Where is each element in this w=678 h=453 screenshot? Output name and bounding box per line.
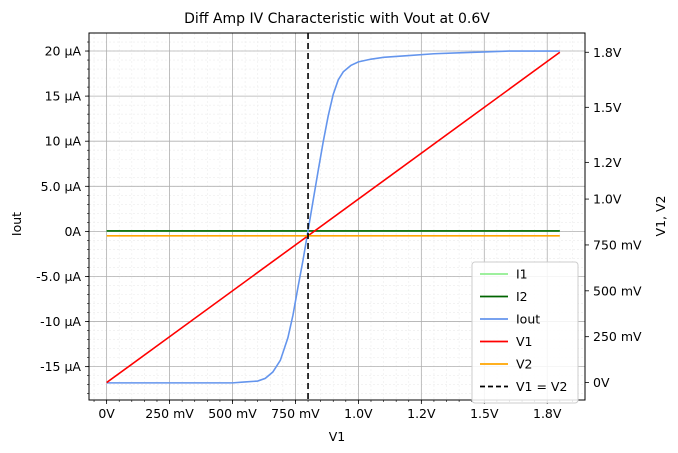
y-left-axis-label: Iout bbox=[9, 212, 24, 236]
x-tick-label: 1.0V bbox=[344, 406, 373, 421]
legend-label-i1: I1 bbox=[516, 267, 528, 282]
y-right-tick-label: 1.2V bbox=[593, 155, 622, 170]
legend-label-v1-v2: V1 = V2 bbox=[516, 379, 567, 394]
legend: I1 I2 Iout V1 V2 V1 = V2 bbox=[471, 261, 579, 404]
x-tick-label: 250 mV bbox=[145, 406, 194, 421]
x-tick-label: 1.5V bbox=[470, 406, 499, 421]
y-left-tick-label: 0A bbox=[64, 224, 81, 239]
y-right-axis-label: V1, V2 bbox=[653, 196, 668, 237]
x-tick-label: 1.8V bbox=[533, 406, 562, 421]
legend-label-iout: Iout bbox=[516, 312, 540, 327]
chart-title: Diff Amp IV Characteristic with Vout at … bbox=[184, 11, 490, 27]
x-axis: 0V 250 mV 500 mV 750 mV 1.0V 1.2V 1.5V 1.8V bbox=[93, 400, 573, 421]
y-right-tick-label: 1.0V bbox=[593, 192, 622, 207]
series-iout-line bbox=[106, 50, 560, 384]
x-tick-label: 750 mV bbox=[271, 406, 320, 421]
x-tick-label: 500 mV bbox=[208, 406, 257, 421]
legend-label-v1: V1 bbox=[516, 334, 533, 349]
x-axis-label: V1 bbox=[329, 429, 346, 444]
legend-label-v2: V2 bbox=[516, 357, 533, 372]
y-right-tick-label: 0V bbox=[593, 375, 610, 390]
plot-lines bbox=[106, 33, 561, 400]
y-left-tick-label: -15 μA bbox=[40, 359, 81, 374]
legend-label-i2: I2 bbox=[516, 289, 528, 304]
y-right-tick-label: 1.8V bbox=[593, 45, 622, 60]
y-left-tick-label: 5.0 μA bbox=[41, 179, 82, 194]
y-left-tick-label: 10 μA bbox=[45, 134, 82, 149]
x-tick-label: 0V bbox=[98, 406, 115, 421]
x-tick-label: 1.2V bbox=[407, 406, 436, 421]
series-v1-line bbox=[106, 51, 561, 384]
y-left-tick-label: -5.0 μA bbox=[36, 269, 81, 284]
y-left-tick-label: -10 μA bbox=[40, 314, 81, 329]
y-right-tick-label: 750 mV bbox=[593, 237, 642, 252]
y-left-tick-label: 20 μA bbox=[45, 44, 82, 59]
y-right-axis: 1.8V 1.5V 1.2V 1.0V 750 mV 500 mV 250 mV 0V bbox=[585, 45, 642, 390]
y-left-axis: 20 μA 15 μA 10 μA 5.0 μA 0A -5.0 μA -10 μA -15 … bbox=[36, 41, 89, 394]
y-right-tick-label: 1.5V bbox=[593, 100, 622, 115]
plot-frame bbox=[88, 32, 586, 401]
y-right-tick-label: 500 mV bbox=[593, 283, 642, 298]
y-left-tick-label: 15 μA bbox=[45, 89, 82, 104]
y-right-tick-label: 250 mV bbox=[593, 329, 642, 344]
